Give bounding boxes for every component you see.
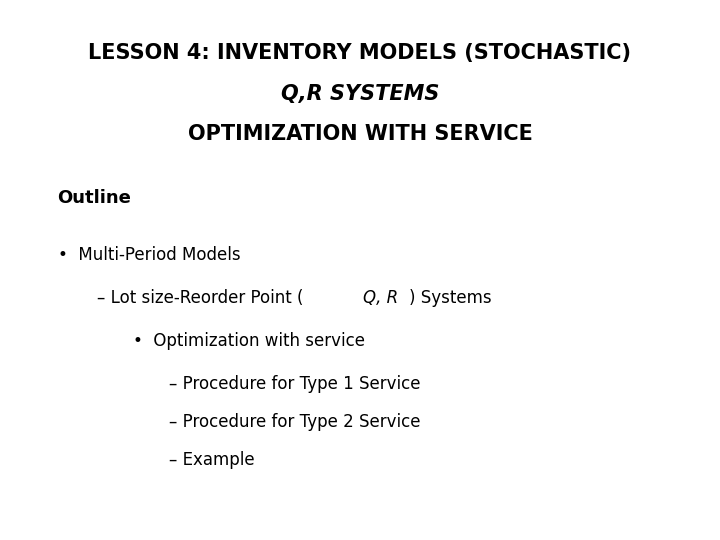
Text: Q, R: Q, R	[364, 289, 399, 307]
Text: LESSON 4: INVENTORY MODELS (STOCHASTIC): LESSON 4: INVENTORY MODELS (STOCHASTIC)	[89, 43, 631, 63]
Text: – Procedure for Type 2 Service: – Procedure for Type 2 Service	[169, 413, 420, 431]
Text: Q,R SYSTEMS: Q,R SYSTEMS	[281, 84, 439, 104]
Text: – Procedure for Type 1 Service: – Procedure for Type 1 Service	[169, 375, 420, 393]
Text: – Example: – Example	[169, 451, 255, 469]
Text: – Lot size-Reorder Point (: – Lot size-Reorder Point (	[97, 289, 304, 307]
Text: •  Optimization with service: • Optimization with service	[133, 332, 365, 350]
Text: OPTIMIZATION WITH SERVICE: OPTIMIZATION WITH SERVICE	[188, 124, 532, 144]
Text: •  Multi-Period Models: • Multi-Period Models	[58, 246, 240, 264]
Text: Outline: Outline	[58, 189, 132, 207]
Text: ) Systems: ) Systems	[409, 289, 492, 307]
